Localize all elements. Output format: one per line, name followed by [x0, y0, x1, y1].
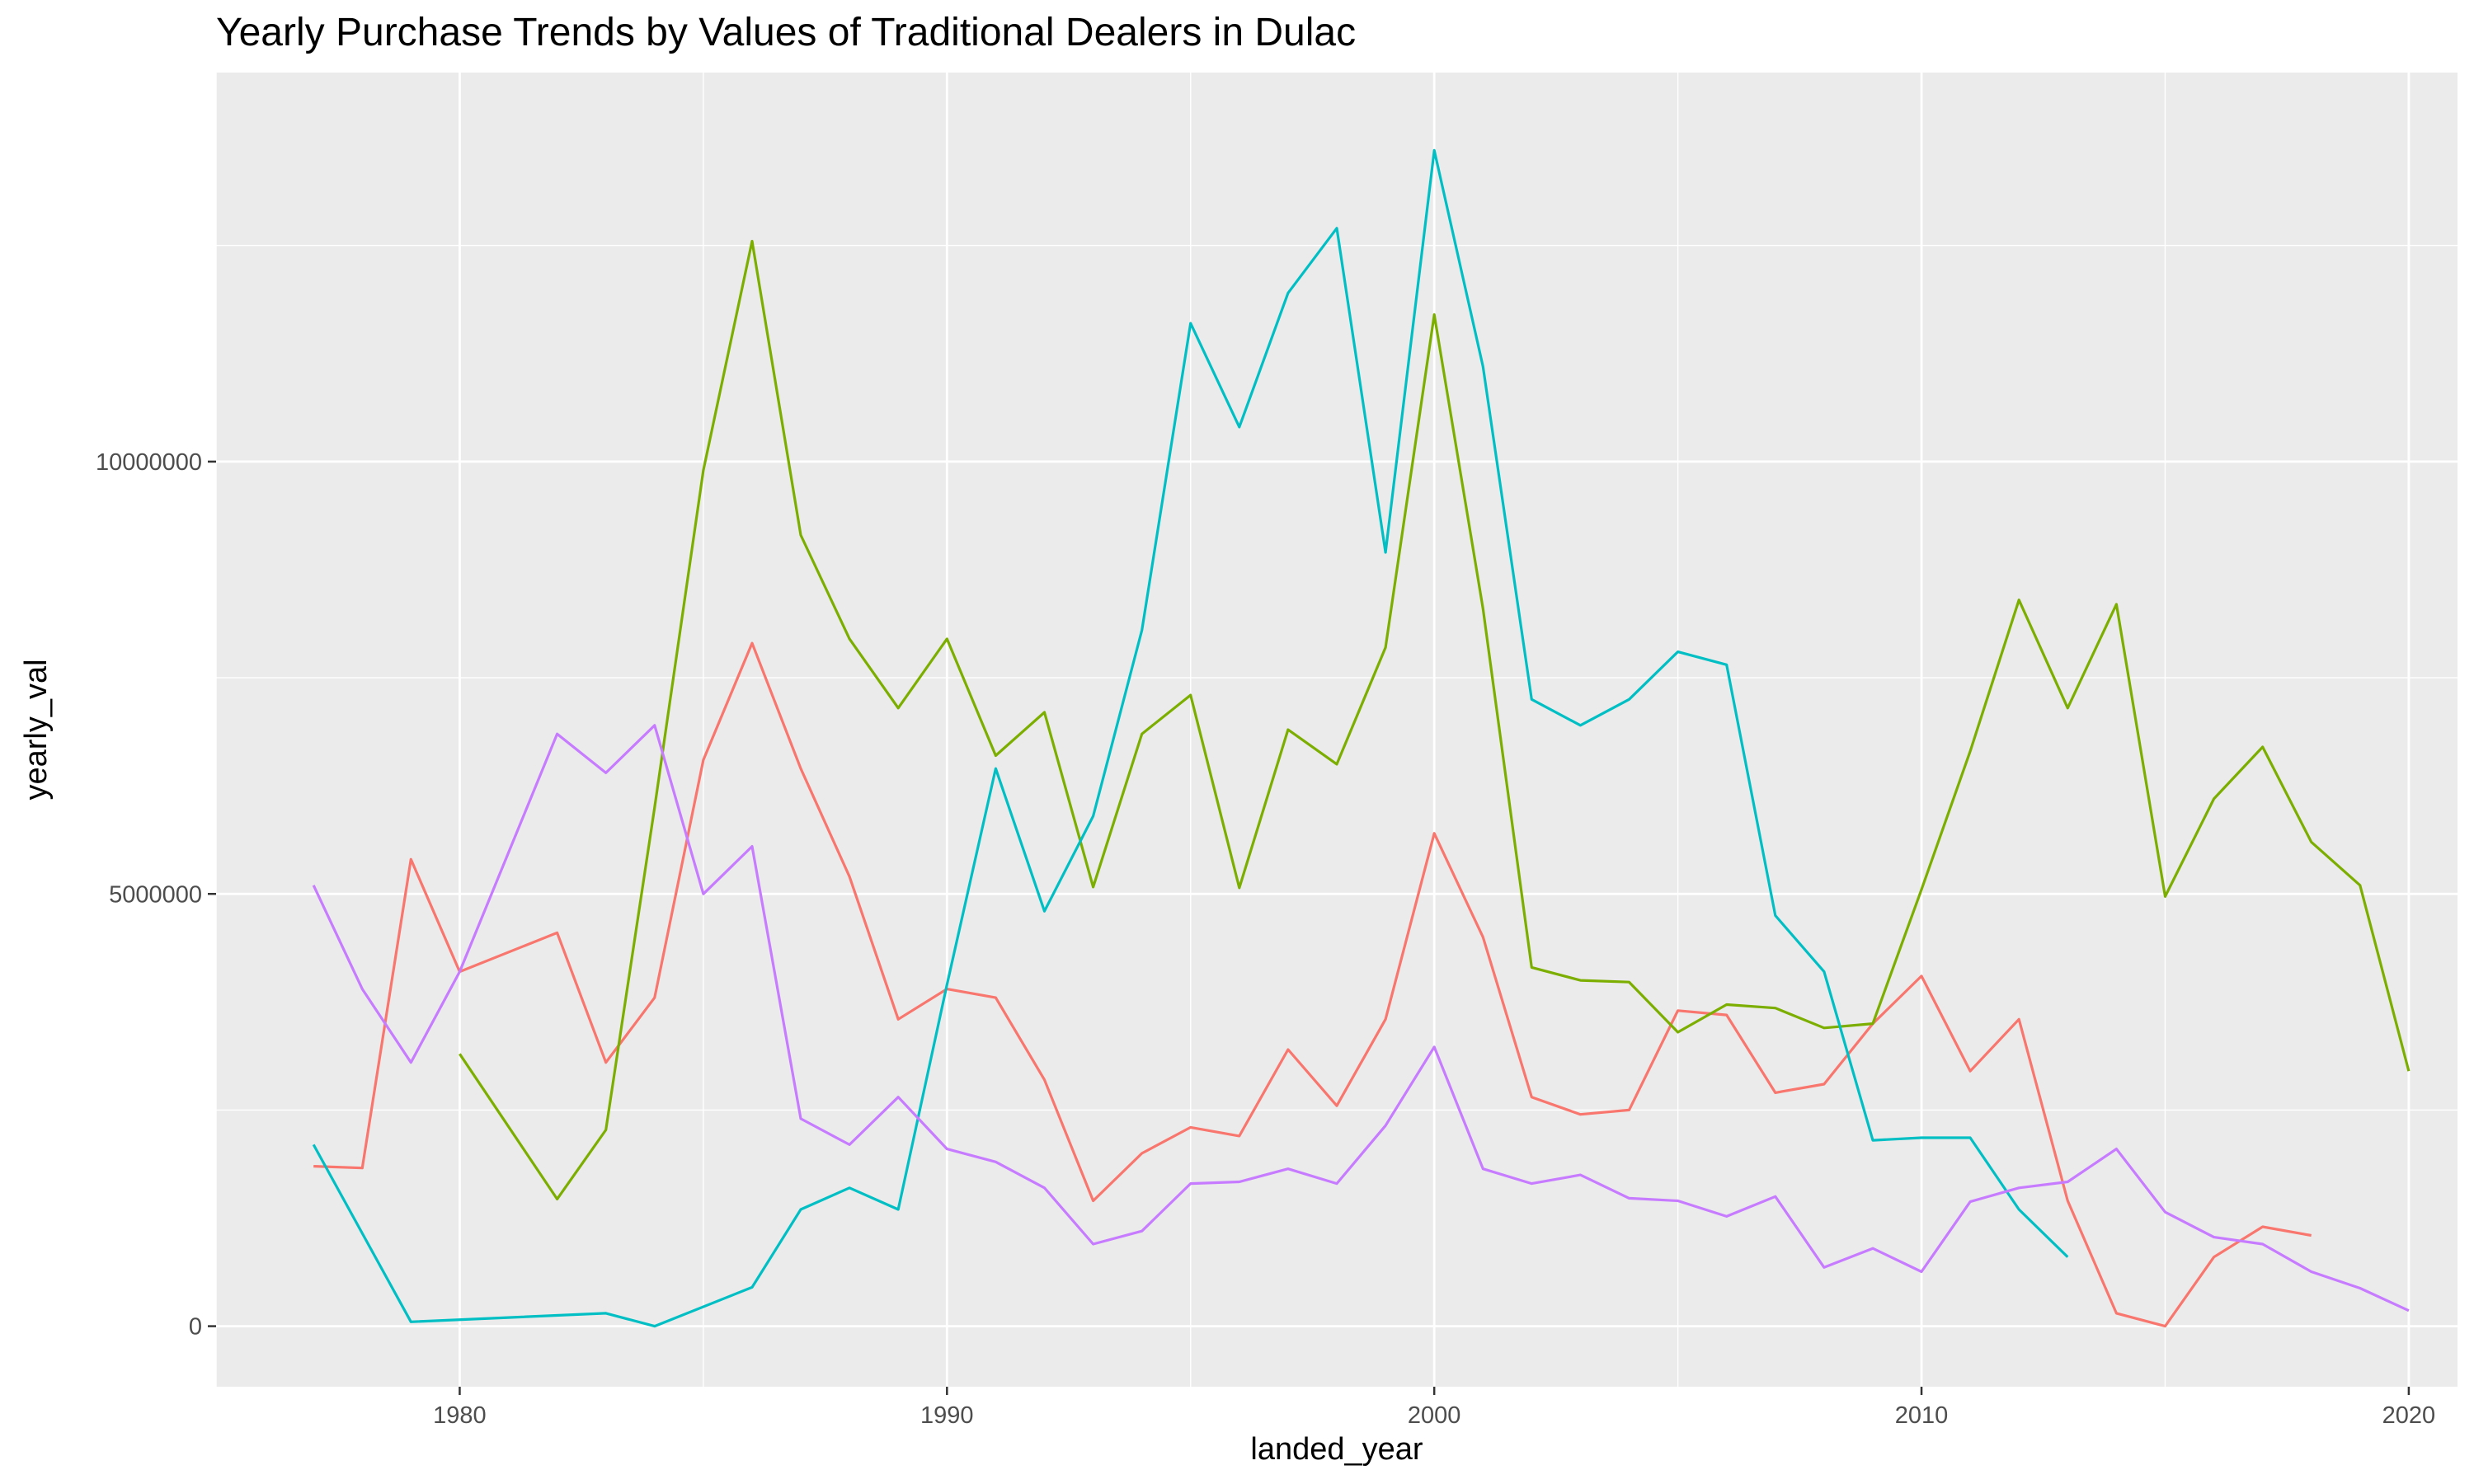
series-line-4	[312, 724, 2410, 1313]
minor-gridlines	[215, 73, 2458, 1387]
x-tick-label: 1980	[433, 1402, 487, 1429]
plot-panel	[216, 73, 2458, 1387]
x-tick-label: 2020	[2382, 1402, 2436, 1429]
series-line-3	[312, 148, 2069, 1328]
x-axis-tick-labels: 1980 1990 2000 2010 2020	[433, 1402, 2435, 1429]
y-tick-label: 10000000	[96, 449, 202, 476]
series-layer	[312, 148, 2411, 1328]
x-tick-label: 1990	[920, 1402, 974, 1429]
y-axis-title: yearly_val	[19, 659, 54, 800]
chart-title: Yearly Purchase Trends by Values of Trad…	[216, 11, 1357, 54]
x-tick-label: 2010	[1895, 1402, 1949, 1429]
y-tick-label: 5000000	[109, 881, 202, 908]
x-axis-title: landed_year	[1250, 1432, 1423, 1467]
y-tick-label: 0	[189, 1314, 202, 1341]
x-tick-label: 2000	[1408, 1402, 1461, 1429]
major-gridlines	[216, 73, 2458, 1387]
series-line-2	[459, 239, 2411, 1201]
axis-ticks	[208, 460, 2411, 1395]
y-axis-tick-labels: 0 5000000 10000000	[96, 449, 202, 1341]
